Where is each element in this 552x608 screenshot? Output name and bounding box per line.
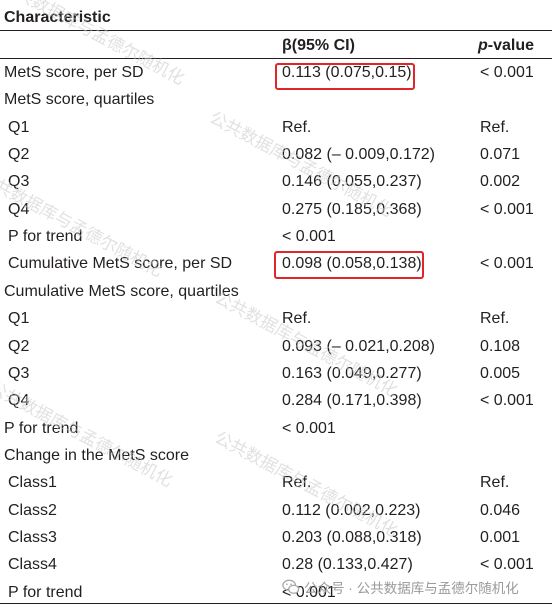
row-label: Class2 [8,501,57,519]
row-p-value: < 0.001 [480,64,534,81]
row-p-value: 0.046 [480,501,521,519]
row-label: Q1 [8,310,30,328]
row-label: MetS score, quartiles [4,91,155,109]
row-beta: 0.093 (– 0.021,0.208) [282,337,436,355]
row-label: Q3 [8,364,30,382]
header-p-italic: p [478,37,488,54]
top-rule-left [0,30,280,31]
row-label: Cumulative MetS score, quartiles [4,282,239,300]
row-label: Q2 [8,146,30,164]
row-label: Class1 [8,474,57,492]
row-label: Q1 [8,118,30,136]
row-p-value: Ref. [480,310,510,328]
row-beta: < 0.001 [282,419,336,437]
row-beta: Ref. [282,474,312,492]
header-rule [0,58,552,59]
row-beta: 0.113 (0.075,0.15) [282,64,412,81]
wechat-icon [282,579,300,594]
row-p-value: < 0.001 [480,200,534,218]
row-p-value: 0.005 [480,364,521,382]
row-p-value: Ref. [480,474,510,492]
row-beta: Ref. [282,118,312,136]
row-label: Q4 [8,200,30,218]
row-p-value: 0.108 [480,337,521,355]
row-p-value: 0.001 [480,528,521,546]
row-p-value: 0.071 [480,146,521,164]
row-p-value: < 0.001 [480,255,534,273]
row-label: P for trend [8,228,83,246]
row-p-value: < 0.001 [480,556,534,574]
row-beta: Ref. [282,310,312,328]
row-beta: < 0.001 [282,228,336,246]
row-beta: 0.112 (0.002,0.223) [282,501,421,519]
row-label: MetS score, per SD [4,64,144,81]
row-label: Q3 [8,173,30,191]
row-label: Class4 [8,556,57,574]
top-rule-right [280,30,552,31]
row-label: Q4 [8,392,30,410]
header-p-value: p-value [478,36,534,56]
row-label: Cumulative MetS score, per SD [8,255,233,273]
bottom-rule [0,603,552,604]
row-p-value: Ref. [480,118,510,136]
wechat-footer-watermark: 公众号 · 公共数据库与孟德尔随机化 [282,577,519,597]
row-beta: 0.098 (0.058,0.138) [282,255,422,273]
highlight-box-mets-score [275,63,415,90]
header-p-suffix: -value [487,37,535,54]
row-label: Q2 [8,337,30,355]
row-label: Change in the MetS score [4,446,189,464]
row-label: P for trend [4,419,79,437]
row-label: Class3 [8,528,57,546]
row-beta: 0.28 (0.133,0.427) [282,556,413,574]
footer-text: 公共数据库与孟德尔随机化 [356,581,519,596]
row-beta: 0.275 (0.185,0.368) [282,200,422,218]
row-p-value: < 0.001 [480,392,534,410]
row-beta: 0.082 (– 0.009,0.172) [282,146,436,164]
row-p-value: 0.002 [480,173,521,191]
row-beta: 0.163 (0.049,0.277) [282,364,422,382]
row-label: P for trend [8,583,83,601]
highlight-box-cumulative-mets [274,251,424,279]
row-beta: 0.284 (0.171,0.398) [282,392,422,410]
row-beta: 0.146 (0.055,0.237) [282,173,422,191]
row-beta: 0.203 (0.088,0.318) [282,528,422,546]
header-beta: β(95% CI) [282,37,355,54]
footer-prefix: 公众号 · [304,581,353,596]
header-characteristic: Characteristic [4,9,111,26]
